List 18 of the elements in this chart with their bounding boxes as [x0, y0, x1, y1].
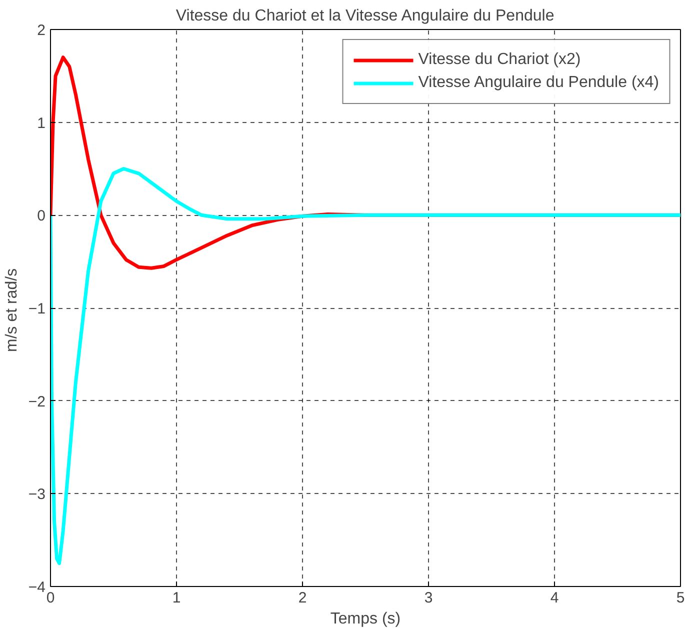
y-tick-label: −3 [28, 486, 46, 504]
y-tick-label: −4 [28, 579, 46, 596]
x-tick-label: 1 [172, 590, 181, 606]
x-tick-label: 5 [676, 590, 685, 606]
legend-label: Vitesse Angulaire du Pendule (x4) [418, 74, 659, 92]
chart-title: Vitesse du Chariot et la Vitesse Angulaire du Pendule [176, 8, 554, 24]
x-tick-label: 3 [424, 590, 433, 606]
x-axis-title: Temps (s) [330, 610, 401, 628]
x-tick-label: 2 [298, 590, 307, 606]
y-tick-label: 0 [37, 208, 46, 225]
y-tick-label: −2 [28, 393, 46, 410]
legend-label: Vitesse du Chariot (x2) [418, 51, 581, 69]
y-tick-label: −1 [28, 300, 46, 318]
y-tick-label: 2 [37, 22, 46, 39]
y-tick-label: 1 [37, 114, 46, 132]
x-tick-label: 4 [550, 590, 559, 606]
y-axis-title: m/s et rad/s [3, 268, 20, 352]
line-series [50, 167, 680, 566]
